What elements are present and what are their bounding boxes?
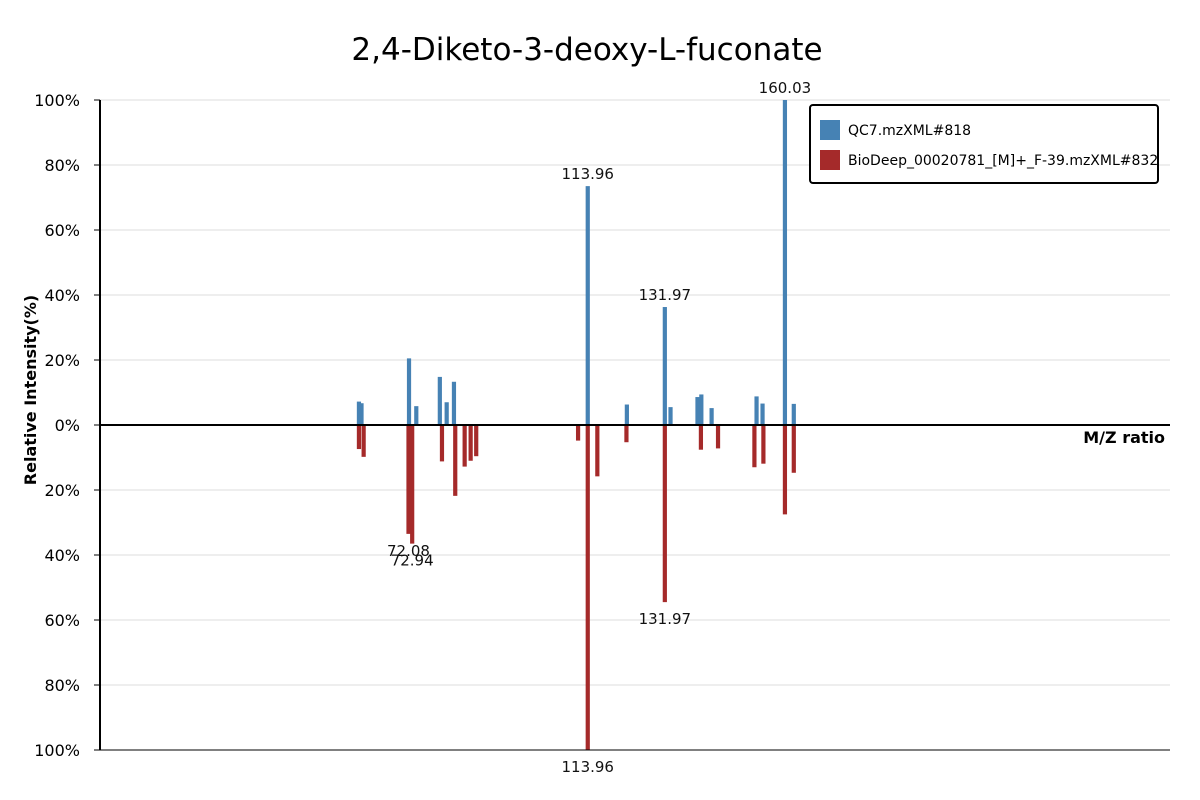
reference-peak-bar [791, 425, 796, 473]
reference-peak-bar [662, 425, 667, 603]
query-peak-bar [437, 376, 442, 425]
reference-peak-bar [356, 425, 362, 450]
axes [94, 99, 1170, 751]
query-peak-bar [414, 406, 419, 425]
spectrum-bars [356, 100, 796, 750]
reference-peak-bar [761, 425, 766, 464]
query-peak-bar [709, 408, 714, 425]
peak-label: 113.96 [561, 165, 614, 183]
peak-label: 113.96 [561, 758, 614, 776]
query-peak-bar [359, 403, 364, 425]
legend-box [809, 104, 1159, 184]
y-tick-labels: 100% 80% 60% 40% 20% 0% 20% 40% 60% 80% 100% [34, 91, 80, 760]
reference-peak-bar [453, 425, 458, 496]
reference-peak-bar [752, 425, 757, 468]
reference-peak-bar [474, 425, 479, 457]
y-tick-label: 80% [44, 156, 80, 175]
query-peak-bar [662, 307, 667, 425]
query-peak-bar [754, 396, 759, 425]
reference-peak-bar [585, 425, 590, 750]
reference-peak-bar [575, 425, 581, 441]
peak-label: 72.08 [387, 542, 430, 560]
query-peak-bar [444, 402, 449, 425]
y-tick-label: 20% [44, 481, 80, 500]
reference-peak-bar [462, 425, 467, 467]
reference-peak-bar [624, 425, 629, 443]
y-tick-label: 40% [44, 286, 80, 305]
query-peak-bar [782, 100, 788, 425]
reference-peak-bar [595, 425, 600, 477]
legend-label-reference: BioDeep_00020781_[M]+_F-39.mzXML#832 [848, 153, 1158, 169]
reference-peak-bar [468, 425, 473, 461]
query-peak-bar [668, 407, 673, 425]
peak-label: 131.97 [639, 286, 692, 304]
y-axis-title: Relative Intensity(%) [21, 295, 40, 485]
query-peak-bar [356, 401, 362, 425]
chart-title: 2,4-Diketo-3-deoxy-L-fuconate [351, 32, 822, 68]
legend-swatch-query [820, 120, 840, 140]
query-peak-bar [695, 397, 700, 425]
reference-peak-bar [410, 425, 415, 544]
reference-peak-bar [361, 425, 366, 457]
reference-peak-bar [698, 425, 704, 450]
query-peak-bar [624, 404, 629, 425]
y-tick-label: 100% [34, 91, 80, 110]
legend-label-query: QC7.mzXML#818 [848, 123, 971, 139]
peak-label: 131.97 [639, 610, 692, 628]
x-axis-title: M/Z ratio [1083, 428, 1165, 447]
query-peak-bar [585, 186, 590, 425]
peak-label: 72.94 [391, 552, 434, 570]
query-peak-bar [699, 394, 704, 425]
reference-peak-bar [439, 425, 445, 462]
legend-swatch-reference [820, 150, 840, 170]
legend: QC7.mzXML#818 BioDeep_00020781_[M]+_F-39… [809, 104, 1159, 184]
y-tick-label: 100% [34, 741, 80, 760]
y-tick-label: 80% [44, 676, 80, 695]
reference-peak-bar [782, 425, 788, 515]
y-tick-label: 0% [55, 416, 80, 435]
query-peak-bar [760, 403, 765, 425]
query-peak-bar [791, 403, 796, 425]
y-tick-label: 60% [44, 611, 80, 630]
reference-peak-bar [715, 425, 721, 449]
query-peak-bar [451, 381, 457, 425]
query-peak-bar [406, 358, 412, 425]
peak-label: 160.03 [759, 79, 812, 97]
y-tick-label: 60% [44, 221, 80, 240]
y-tick-label: 20% [44, 351, 80, 370]
y-tick-label: 40% [44, 546, 80, 565]
reference-peak-bar [406, 425, 411, 534]
